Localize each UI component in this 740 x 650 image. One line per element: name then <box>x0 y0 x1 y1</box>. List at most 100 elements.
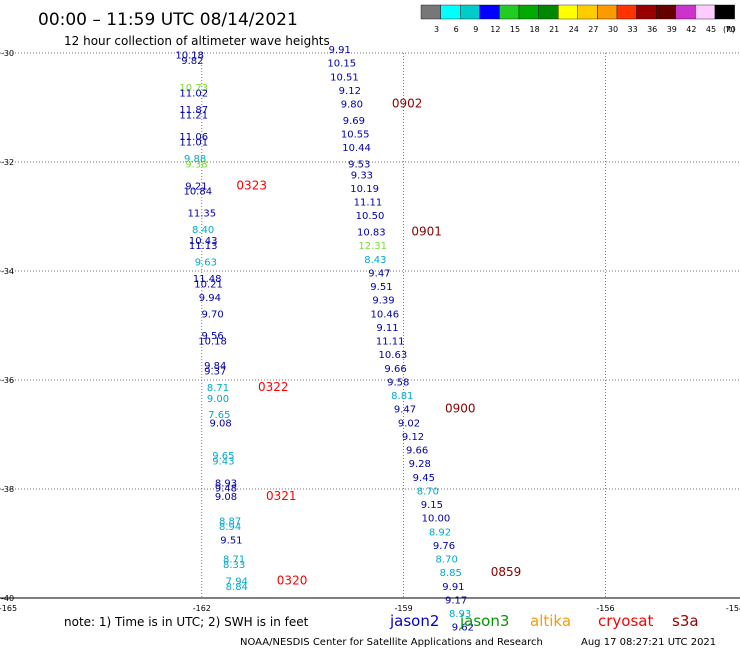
swh-data-point: 11.35 <box>187 209 216 220</box>
swh-data-point: 8.94 <box>219 522 241 533</box>
swh-data-point: 8.33 <box>223 560 245 571</box>
swh-data-point: 8.81 <box>391 391 413 402</box>
swh-data-point: 8.71 <box>207 383 229 394</box>
swh-data-point: 10.00 <box>422 514 451 525</box>
footer-note: note: 1) Time is in UTC; 2) SWH is in fe… <box>64 615 309 629</box>
colorbar-tick-label: 30 <box>608 25 618 34</box>
swh-data-point: 10.21 <box>194 279 223 290</box>
colorbar-tick-label: 24 <box>569 25 579 34</box>
satellite-legend-item: jason3 <box>459 612 509 630</box>
plot-marks: 10.189.8210.7311.0211.8711.2111.0611.019… <box>175 45 522 634</box>
swh-data-point: 8.70 <box>436 555 458 566</box>
chart-title: 00:00 – 11:59 UTC 08/14/2021 <box>38 10 298 30</box>
colorbar-tick-label: 70 <box>726 25 736 34</box>
swh-data-point: 11.01 <box>179 138 208 149</box>
y-tick-label: -36 <box>1 376 14 385</box>
y-tick-label: -40 <box>1 594 14 603</box>
colorbar-swatch <box>499 4 520 20</box>
swh-data-point: 11.13 <box>189 241 218 252</box>
swh-data-point: 9.33 <box>351 170 373 181</box>
swh-data-point: 10.15 <box>327 59 356 70</box>
swh-data-point: 8.92 <box>429 527 451 538</box>
colorbar-tick-label: 18 <box>530 25 540 34</box>
swh-data-point: 9.63 <box>195 258 217 269</box>
swh-data-point: 9.84 <box>204 361 226 372</box>
swh-data-point: 8.40 <box>192 225 214 236</box>
track-time-label: 0320 <box>277 573 308 587</box>
plot-grid <box>0 52 740 598</box>
swh-data-point: 10.50 <box>356 211 385 222</box>
credit-timestamp: Aug 17 08:27:21 UTC 2021 <box>581 637 716 648</box>
swh-data-point: 11.11 <box>376 337 405 348</box>
swh-data-point: 9.45 <box>413 473 435 484</box>
swh-data-point: 9.51 <box>220 536 242 547</box>
credit-agency: NOAA/NESDIS Center for Satellite Applica… <box>240 637 543 648</box>
swh-data-point: 9.08 <box>210 418 232 429</box>
swh-data-point: 9.66 <box>406 446 428 457</box>
colorbar-swatch <box>518 4 539 20</box>
swh-data-point: 9.88 <box>184 154 206 165</box>
colorbar-tick-label: 39 <box>667 25 677 34</box>
swh-data-point: 9.94 <box>199 293 221 304</box>
swh-data-point: 9.48 <box>215 484 237 495</box>
swh-data-point: 7.94 <box>226 576 248 587</box>
x-tick-label: -154 <box>726 604 740 613</box>
swh-data-point: 11.11 <box>354 198 383 209</box>
swh-data-point: 9.51 <box>370 282 392 293</box>
swh-data-point: 9.76 <box>433 541 455 552</box>
swh-data-point: 9.80 <box>341 100 363 111</box>
satellite-legend-item: jason2 <box>389 612 439 630</box>
swh-data-point: 11.02 <box>179 89 208 100</box>
swh-data-point: 10.51 <box>330 72 359 83</box>
swh-data-point: 12.31 <box>358 241 387 252</box>
satellite-legend-item: altika <box>530 612 571 630</box>
swh-data-point: 8.43 <box>364 255 386 266</box>
swh-data-point: 10.55 <box>341 129 370 140</box>
x-tick-label: -162 <box>193 604 211 613</box>
y-tick-label: -38 <box>1 485 14 494</box>
colorbar-tick-label: 21 <box>549 25 559 34</box>
swh-data-point: 9.82 <box>181 56 203 67</box>
swh-data-point: 9.58 <box>387 377 409 388</box>
x-tick-label: -156 <box>596 604 614 613</box>
colorbar-tick-label: 36 <box>647 25 657 34</box>
satellite-legend-item: cryosat <box>598 612 653 630</box>
colorbar-tick-label: 15 <box>510 25 520 34</box>
swh-data-point: 10.84 <box>183 187 212 198</box>
colorbar-swatch <box>479 4 500 20</box>
swh-data-point: 8.87 <box>219 516 241 527</box>
swh-data-point: 10.83 <box>357 228 386 239</box>
swh-data-point: 8.93 <box>449 609 471 620</box>
track-time-label: 0859 <box>491 565 522 579</box>
track-time-label: 0901 <box>411 225 442 239</box>
swh-data-point: 8.70 <box>417 486 439 497</box>
swh-data-point: 10.63 <box>379 350 408 361</box>
colorbar-swatch <box>695 4 716 20</box>
colorbar-swatch <box>714 4 735 20</box>
y-tick-label: -34 <box>1 267 14 276</box>
colorbar-tick-label: 12 <box>490 25 500 34</box>
colorbar-tick-label: 27 <box>588 25 598 34</box>
colorbar-swatch <box>440 4 461 20</box>
swh-data-point: 11.48 <box>193 274 222 285</box>
colorbar-unit: (ft) <box>723 25 735 34</box>
swh-data-point: 10.18 <box>198 337 227 348</box>
swh-data-point: 10.19 <box>350 184 379 195</box>
plot-axes: -165-162-159-156-153-154-30-32-34-36-38-… <box>0 49 740 613</box>
y-tick-label: -30 <box>1 49 14 58</box>
swh-data-point: 9.66 <box>384 364 406 375</box>
swh-data-point: 9.37 <box>204 367 226 378</box>
swh-data-point: 11.87 <box>179 105 208 116</box>
swh-data-point: 9.12 <box>402 432 424 443</box>
swh-data-point: 8.93 <box>215 478 237 489</box>
swh-data-point: 11.06 <box>179 132 208 143</box>
swh-data-point: 9.12 <box>339 86 361 97</box>
swh-data-point: 9.38 <box>185 159 207 170</box>
swh-data-point: 9.47 <box>394 405 416 416</box>
x-tick-label: -159 <box>395 604 413 613</box>
satellite-legend-item: s3a <box>672 612 699 630</box>
swh-data-point: 10.43 <box>189 236 218 247</box>
colorbar-tick-label: 33 <box>628 25 638 34</box>
colorbar-swatch <box>460 4 481 20</box>
x-tick-label: -165 <box>0 604 17 613</box>
